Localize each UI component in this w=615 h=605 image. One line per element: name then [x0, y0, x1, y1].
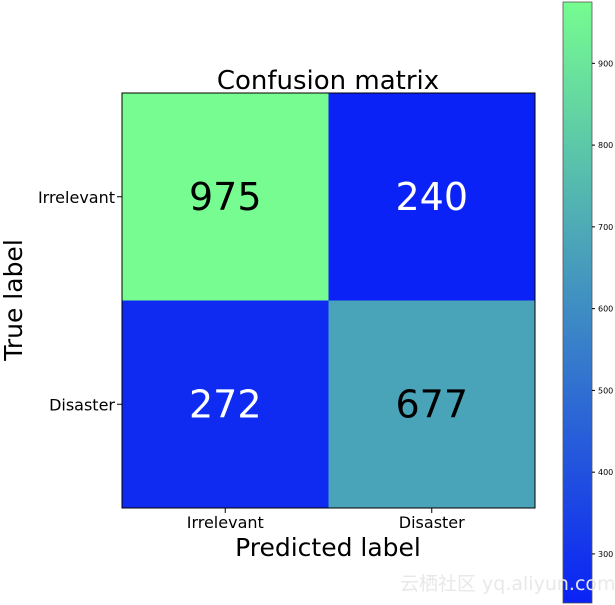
colorbar [562, 1, 593, 604]
colorbar-tick-label: 900 [598, 59, 613, 68]
matrix-cell [328, 93, 535, 301]
matrix-cell [122, 300, 329, 508]
y-axis-label: True label [0, 239, 28, 362]
y-tick-label: Disaster [49, 395, 115, 414]
matrix-cells: 975 240 272 677 [122, 93, 535, 508]
x-tick-label: Irrelevant [187, 513, 264, 532]
colorbar-tick-label: 600 [598, 305, 613, 314]
cell-value-label: 975 [189, 175, 262, 219]
colorbar-tick-label: 700 [598, 223, 613, 232]
cell-value-label: 240 [395, 175, 468, 219]
chart-title: Confusion matrix [217, 66, 439, 96]
y-tick-label: Irrelevant [38, 188, 115, 207]
matrix-frame [121, 92, 536, 509]
cell-value-label: 677 [395, 382, 468, 426]
matrix-cell [122, 93, 329, 301]
cell-value-label: 272 [189, 382, 262, 426]
matrix-cell [328, 300, 535, 508]
colorbar-ticks: 300 400 500 600 700 800 900 [592, 59, 613, 559]
colorbar-tick-label: 800 [598, 141, 613, 150]
axes: Irrelevant Disaster Irrelevant Disaster [38, 188, 465, 532]
x-axis-label: Predicted label [235, 533, 421, 562]
colorbar-tick-label: 500 [598, 386, 613, 395]
colorbar-tick-label: 300 [598, 550, 613, 559]
watermark: 云栖社区 yq.aliyun.com [400, 573, 615, 595]
x-tick-label: Disaster [399, 513, 465, 532]
colorbar-tick-label: 400 [598, 468, 613, 477]
